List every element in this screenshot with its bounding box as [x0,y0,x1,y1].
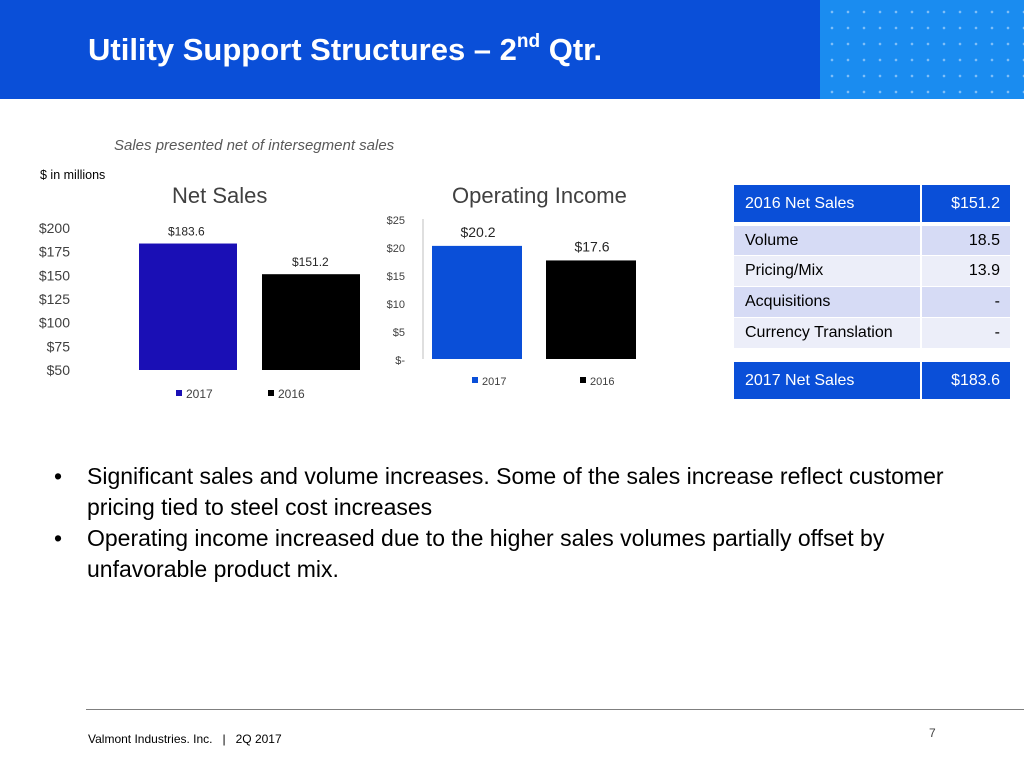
data-label-2017: $183.6 [168,225,205,239]
bridge-label: Volume [734,226,920,255]
footer-company: Valmont Industries. Inc. | 2Q 2017 [88,732,282,746]
slide-title: Utility Support Structures – 2nd Qtr. [88,32,602,68]
bar-2016 [546,260,636,359]
y-tick-label: $10 [387,299,405,311]
bridge-value: 13.9 [922,256,1010,286]
bar-2017 [432,245,522,359]
bullet-list: • Significant sales and volume increases… [52,461,972,585]
y-tick-label: $75 [47,338,71,354]
bridge-row-acquisitions: Acquisitions - [734,287,1010,317]
bridge-label: Pricing/Mix [734,256,920,286]
legend-swatch-2016 [268,390,274,396]
y-tick-label: $25 [387,215,405,227]
bridge-value: $151.2 [922,185,1010,222]
data-label-2016: $151.2 [292,255,329,269]
legend-label-2017: 2017 [482,376,506,388]
bullet-marker: • [54,525,63,551]
legend-label-2016: 2016 [278,387,305,401]
legend-swatch-2016 [580,377,586,383]
bridge-label: Currency Translation [734,318,920,348]
bridge-value: - [922,318,1010,348]
units-note: $ in millions [40,168,106,182]
y-tick-label: $100 [39,315,70,331]
bridge-label: 2016 Net Sales [734,185,920,222]
bridge-row-2016-net-sales: 2016 Net Sales $151.2 [734,185,1010,222]
y-tick-label: $- [395,355,405,367]
operating-income-chart: $25 $20 $15 $10 $5 $- $20.2 $17.6 2017 2016 [387,215,636,388]
bullet-item: • Significant sales and volume increases… [52,461,972,523]
bar-2016 [262,274,360,370]
legend-label-2017: 2017 [186,387,213,401]
bullet-item: • Operating income increased due to the … [52,523,972,585]
bridge-value: $183.6 [922,362,1010,399]
net-sales-chart: $200 $175 $150 $125 $100 $75 $50 $183.6 $151.2 20… [39,220,360,401]
bridge-value: 18.5 [922,226,1010,255]
bullet-text: Significant sales and volume increases. … [87,463,944,520]
bridge-row-currency-translation: Currency Translation - [734,318,1010,362]
y-tick-label: $175 [39,244,70,260]
bridge-label: 2017 Net Sales [734,362,920,399]
y-tick-label: $150 [39,267,70,283]
bullet-marker: • [54,463,63,489]
y-tick-label: $15 [387,271,405,283]
header-banner: Utility Support Structures – 2nd Qtr. [0,0,1024,99]
net-sales-chart-title: Net Sales [172,183,268,208]
data-label-2017: $20.2 [460,224,495,240]
y-tick-label: $125 [39,291,70,307]
legend-swatch-2017 [176,390,182,396]
legend-swatch-2017 [472,377,478,383]
bridge-row-volume: Volume 18.5 [734,226,1010,255]
data-label-2016: $17.6 [574,238,609,254]
y-tick-label: $200 [39,220,70,236]
page-number: 7 [929,726,936,740]
bridge-value: - [922,287,1010,317]
slide-title-superscript: nd [516,31,541,52]
y-tick-label: $20 [387,243,405,255]
legend-label-2016: 2016 [590,376,614,388]
slide-title-main: Utility Support Structures – 2 [88,32,517,67]
bar-2017 [139,243,237,370]
y-tick-label: $50 [47,362,71,378]
slide-title-tail: Qtr. [540,32,603,67]
operating-income-chart-title: Operating Income [452,183,627,208]
subtitle-note: Sales presented net of intersegment sale… [114,137,395,154]
bridge-label: Acquisitions [734,287,920,317]
bridge-row-pricing-mix: Pricing/Mix 13.9 [734,256,1010,286]
y-tick-label: $5 [393,327,405,339]
bullet-text: Operating income increased due to the hi… [87,525,885,582]
footer-divider [86,709,1024,710]
header-dot-pattern [820,0,1024,99]
bridge-row-2017-net-sales: 2017 Net Sales $183.6 [734,362,1010,399]
